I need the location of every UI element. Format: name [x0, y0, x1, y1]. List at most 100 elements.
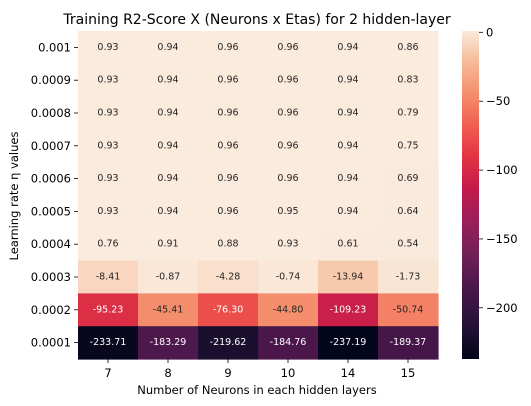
- heatmap-cell: [258, 260, 319, 294]
- heatmap-cell: [318, 260, 379, 294]
- heatmap-cell: [198, 260, 259, 294]
- y-tick-label: 0.0006: [31, 172, 71, 186]
- heatmap-cell: [318, 31, 379, 65]
- colorbar: [462, 31, 479, 359]
- y-tick-label: 0.0003: [31, 270, 71, 284]
- y-tick-label: 0.0004: [31, 237, 71, 251]
- heatmap-cell: [318, 129, 379, 163]
- cell-value-label: 0.96: [217, 140, 238, 151]
- x-tick-label: 14: [341, 366, 356, 380]
- heatmap-cell-labels: 0.93 0.94 0.96 0.96 0.94 0.86 0.93 0.94 0.96 0.96…: [90, 42, 427, 348]
- colorbar-tick-label: 0: [486, 25, 493, 39]
- heatmap-cell: [198, 31, 259, 65]
- heatmap-cell: [318, 63, 379, 98]
- colorbar-tick-label: −100: [486, 163, 518, 177]
- cell-value-label: 0.96: [277, 75, 298, 86]
- cell-value-label: 0.83: [397, 75, 418, 86]
- cell-value-label: 0.93: [97, 173, 118, 184]
- heatmap-cell: [258, 326, 319, 360]
- heatmap-cell: [258, 293, 319, 327]
- heatmap-cell: [198, 63, 259, 98]
- cell-value-label: 0.96: [277, 140, 298, 151]
- cell-value-label: 0.93: [97, 42, 118, 53]
- colorbar-tick-label: −150: [486, 232, 518, 246]
- heatmap-cell: [318, 293, 379, 327]
- heatmap-cell: [138, 293, 199, 327]
- heatmap-cell: [318, 162, 379, 196]
- cell-value-label: -0.87: [156, 272, 181, 283]
- cell-value-label: 0.94: [157, 42, 178, 53]
- heatmap-cell: [198, 227, 259, 262]
- cell-value-label: -189.37: [390, 337, 427, 348]
- cell-value-label: 0.94: [337, 75, 358, 86]
- heatmap-cell: [138, 31, 199, 65]
- cell-value-label: 0.95: [277, 206, 298, 217]
- heatmap-cell: [318, 195, 379, 229]
- cell-value-label: -13.94: [333, 272, 364, 283]
- colorbar-tick-label: −200: [486, 301, 518, 315]
- cell-value-label: -109.23: [330, 304, 367, 315]
- cell-value-label: 0.96: [217, 42, 238, 53]
- heatmap-cell: [138, 326, 199, 360]
- heatmap-cells: [78, 31, 439, 360]
- cell-value-label: -4.28: [216, 272, 241, 283]
- cell-value-label: 0.93: [277, 239, 298, 250]
- cell-value-label: -184.76: [270, 337, 307, 348]
- y-axis-ticks: 0.001 0.0009 0.0008 0.0007 0.0006 0.0005 0.000…: [31, 40, 78, 350]
- x-tick-label: 8: [164, 366, 171, 380]
- cell-value-label: 0.88: [217, 239, 238, 250]
- y-tick-label: 0.0008: [31, 106, 71, 120]
- cell-value-label: 0.79: [397, 108, 418, 119]
- heatmap-cell: [138, 63, 199, 98]
- x-tick-label: 7: [104, 366, 111, 380]
- x-tick-label: 10: [281, 366, 296, 380]
- cell-value-label: -183.29: [150, 337, 187, 348]
- cell-value-label: -45.41: [153, 304, 184, 315]
- cell-value-label: 0.93: [97, 75, 118, 86]
- heatmap-cell: [138, 195, 199, 229]
- heatmap-cell: [138, 227, 199, 262]
- x-tick-label: 15: [401, 366, 416, 380]
- cell-value-label: 0.94: [337, 42, 358, 53]
- heatmap-cell: [198, 96, 259, 130]
- heatmap-cell: [378, 129, 439, 163]
- cell-value-label: 0.69: [397, 173, 418, 184]
- y-axis-label: Learning rate η values: [7, 132, 21, 261]
- y-tick-label: 0.0005: [31, 204, 71, 218]
- heatmap-cell: [378, 260, 439, 294]
- cell-value-label: 0.96: [277, 108, 298, 119]
- heatmap-cell: [258, 162, 319, 196]
- heatmap-cell: [258, 31, 319, 65]
- cell-value-label: -76.30: [213, 304, 244, 315]
- cell-value-label: -44.80: [273, 304, 304, 315]
- cell-value-label: 0.93: [97, 206, 118, 217]
- cell-value-label: 0.94: [157, 140, 178, 151]
- colorbar-tick-label: −50: [486, 94, 510, 108]
- cell-value-label: 0.64: [397, 206, 418, 217]
- heatmap-cell: [78, 63, 139, 98]
- cell-value-label: 0.94: [337, 140, 358, 151]
- heatmap-cell: [138, 129, 199, 163]
- heatmap-cell: [78, 260, 139, 294]
- y-tick-label: 0.0007: [31, 139, 71, 153]
- cell-value-label: 0.93: [97, 140, 118, 151]
- x-tick-label: 9: [224, 366, 231, 380]
- cell-value-label: 0.61: [337, 239, 358, 250]
- heatmap-cell: [318, 227, 379, 262]
- heatmap-cell: [258, 63, 319, 98]
- cell-value-label: 0.96: [217, 206, 238, 217]
- cell-value-label: 0.96: [217, 75, 238, 86]
- heatmap-cell: [378, 326, 439, 360]
- cell-value-label: 0.91: [157, 239, 178, 250]
- cell-value-label: -233.71: [90, 337, 127, 348]
- cell-value-label: 0.94: [157, 75, 178, 86]
- heatmap-cell: [378, 31, 439, 65]
- heatmap-cell: [198, 162, 259, 196]
- cell-value-label: 0.94: [157, 108, 178, 119]
- cell-value-label: -8.41: [96, 272, 121, 283]
- heatmap-cell: [78, 227, 139, 262]
- cell-value-label: 0.93: [97, 108, 118, 119]
- cell-value-label: 0.96: [277, 42, 298, 53]
- heatmap-cell: [378, 96, 439, 130]
- heatmap-cell: [78, 326, 139, 360]
